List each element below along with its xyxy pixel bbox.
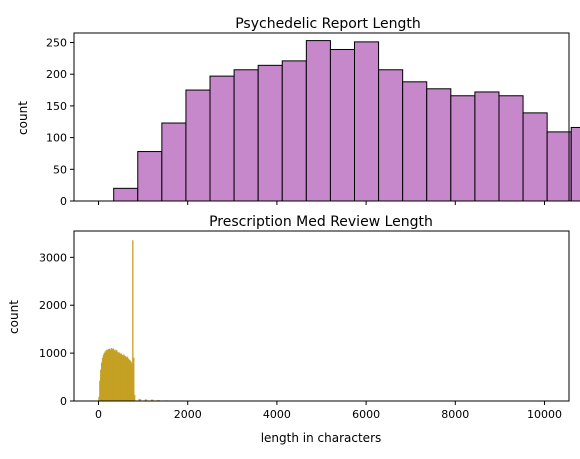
x-tick-label: 6000 bbox=[352, 408, 380, 421]
x-axis-label: length in characters bbox=[261, 431, 382, 445]
bars bbox=[99, 241, 311, 401]
histogram-bar bbox=[379, 70, 403, 201]
histogram-bar bbox=[499, 96, 523, 201]
histogram-bar bbox=[571, 127, 580, 201]
y-axis-label: count bbox=[16, 101, 30, 135]
y-tick-label: 1000 bbox=[39, 347, 67, 360]
plot-frame bbox=[74, 231, 569, 401]
histogram-bar bbox=[403, 82, 427, 201]
x-tick-label: 8000 bbox=[441, 408, 469, 421]
y-tick-label: 50 bbox=[53, 163, 67, 176]
histogram-bar bbox=[523, 113, 547, 201]
histogram-bar bbox=[355, 42, 379, 201]
y-tick-label: 2000 bbox=[39, 299, 67, 312]
histogram-bar bbox=[138, 152, 162, 201]
x-tick-label: 2000 bbox=[174, 408, 202, 421]
y-tick-label: 250 bbox=[46, 37, 67, 50]
bars bbox=[114, 41, 580, 201]
y-tick-label: 0 bbox=[60, 395, 67, 408]
chart-psychedelic-report-length: Psychedelic Report Length count 0 50 100 15… bbox=[16, 16, 580, 208]
y-tick-label: 3000 bbox=[39, 251, 67, 264]
y-tick-label: 0 bbox=[60, 195, 67, 208]
histogram-bar bbox=[134, 395, 135, 401]
histogram-bar bbox=[282, 61, 306, 201]
histogram-bar bbox=[114, 188, 138, 201]
histogram-bar bbox=[186, 90, 210, 201]
y-tick-label: 150 bbox=[46, 100, 67, 113]
histogram-bar bbox=[475, 92, 499, 201]
histogram-bar bbox=[210, 76, 234, 201]
x-tick-label: 4000 bbox=[263, 408, 291, 421]
histogram-bar bbox=[162, 123, 186, 201]
histogram-bar bbox=[330, 49, 354, 201]
histogram-bar bbox=[258, 65, 282, 201]
histogram-bar bbox=[451, 96, 475, 201]
y-tick-label: 200 bbox=[46, 68, 67, 81]
histogram-bar bbox=[427, 89, 451, 201]
histogram-bar bbox=[306, 41, 330, 201]
x-tick-label: 0 bbox=[95, 408, 102, 421]
histogram-bar bbox=[133, 358, 134, 401]
y-axis-label: count bbox=[7, 300, 21, 334]
histogram-bar bbox=[234, 70, 258, 201]
y-tick-label: 100 bbox=[46, 132, 67, 145]
chart-title: Prescription Med Review Length bbox=[209, 214, 433, 230]
chart-title: Psychedelic Report Length bbox=[235, 16, 421, 32]
chart-prescription-med-review-length: Prescription Med Review Length count len… bbox=[7, 214, 569, 445]
x-tick-label: 10000 bbox=[527, 408, 562, 421]
histogram-bar bbox=[547, 132, 571, 201]
